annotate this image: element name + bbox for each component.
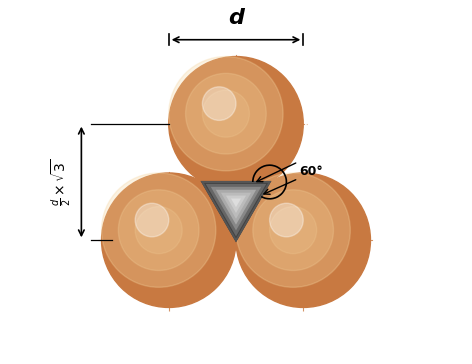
Text: $\frac{d}{2} \times \sqrt{3}$: $\frac{d}{2} \times \sqrt{3}$ (50, 158, 73, 206)
Circle shape (270, 203, 303, 237)
Circle shape (236, 173, 371, 308)
Polygon shape (216, 190, 256, 225)
Circle shape (270, 207, 317, 254)
Polygon shape (226, 195, 246, 213)
Circle shape (236, 173, 350, 287)
Circle shape (185, 73, 266, 154)
Circle shape (118, 190, 199, 270)
Circle shape (135, 207, 182, 254)
Circle shape (169, 56, 283, 171)
Polygon shape (221, 193, 251, 219)
Circle shape (169, 56, 303, 191)
Circle shape (202, 90, 249, 137)
Text: d: d (228, 8, 244, 28)
Polygon shape (211, 187, 261, 230)
Circle shape (135, 203, 169, 237)
Circle shape (101, 173, 236, 308)
Circle shape (253, 190, 334, 270)
Circle shape (202, 87, 236, 120)
Polygon shape (231, 198, 241, 207)
Circle shape (101, 173, 216, 287)
Polygon shape (206, 184, 266, 236)
Text: 60°: 60° (300, 165, 323, 178)
Polygon shape (202, 182, 270, 240)
